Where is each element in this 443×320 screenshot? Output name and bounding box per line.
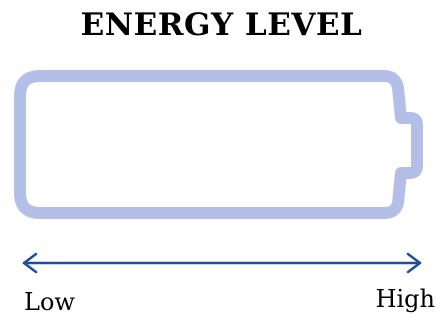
low-label: Low bbox=[24, 288, 75, 316]
battery-icon bbox=[14, 70, 423, 219]
high-label: High bbox=[375, 285, 435, 313]
scale-arrow bbox=[22, 252, 422, 274]
page-title: ENERGY LEVEL bbox=[80, 7, 363, 43]
battery-body bbox=[14, 70, 423, 219]
